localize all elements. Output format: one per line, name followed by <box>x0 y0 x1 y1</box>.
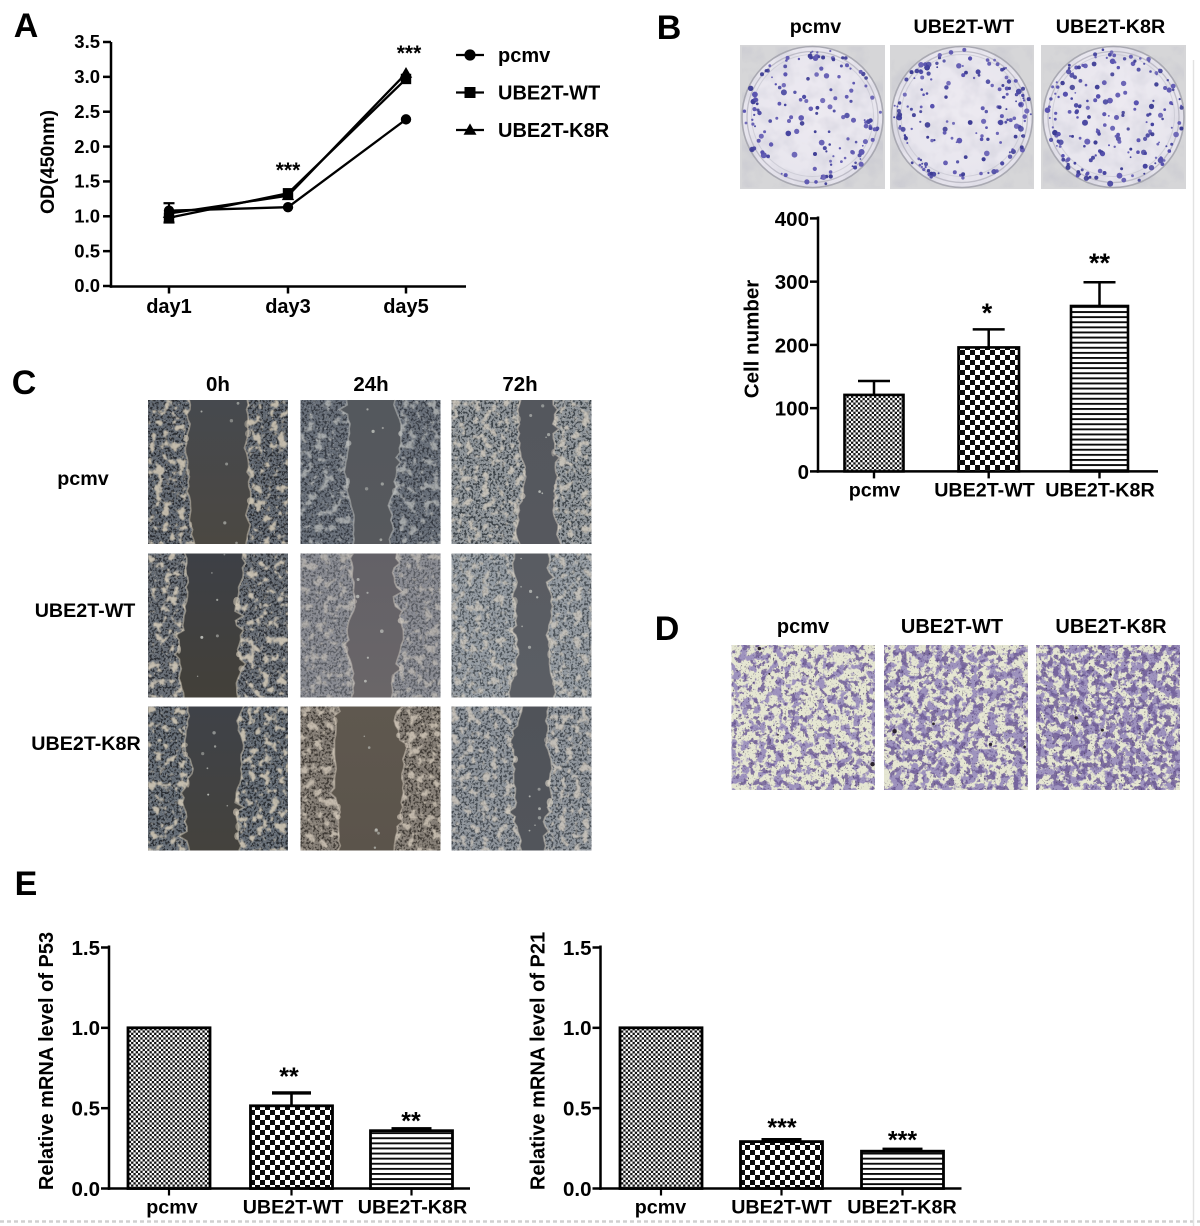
svg-text:400: 400 <box>775 208 809 231</box>
svg-text:100: 100 <box>775 398 809 421</box>
svg-text:0.0: 0.0 <box>72 1178 101 1201</box>
svg-text:UBE2T-WT: UBE2T-WT <box>901 616 1003 638</box>
svg-text:E: E <box>15 865 38 903</box>
svg-text:3.5: 3.5 <box>74 31 100 52</box>
svg-text:Relative mRNA level of P21: Relative mRNA level of P21 <box>528 932 550 1190</box>
svg-text:UBE2T-K8R: UBE2T-K8R <box>847 1197 956 1219</box>
svg-text:**: ** <box>279 1063 299 1091</box>
svg-text:**: ** <box>401 1108 421 1136</box>
svg-text:*: * <box>982 298 993 328</box>
svg-text:0: 0 <box>798 461 809 484</box>
svg-text:***: *** <box>276 159 301 182</box>
svg-text:UBE2T-WT: UBE2T-WT <box>35 600 136 622</box>
svg-text:day1: day1 <box>146 296 192 318</box>
svg-text:UBE2T-WT: UBE2T-WT <box>731 1197 832 1219</box>
svg-text:pcmv: pcmv <box>777 616 830 638</box>
svg-text:***: *** <box>767 1114 796 1142</box>
svg-text:D: D <box>655 610 680 648</box>
svg-text:UBE2T-K8R: UBE2T-K8R <box>1056 16 1165 38</box>
svg-text:C: C <box>12 364 37 402</box>
svg-text:***: *** <box>397 42 422 65</box>
svg-text:**: ** <box>1089 248 1111 278</box>
svg-text:day3: day3 <box>265 296 311 318</box>
svg-text:UBE2T-WT: UBE2T-WT <box>243 1197 344 1219</box>
svg-text:0.5: 0.5 <box>563 1098 592 1121</box>
svg-text:24h: 24h <box>353 373 388 396</box>
svg-text:0.5: 0.5 <box>74 240 100 261</box>
svg-text:***: *** <box>888 1127 917 1155</box>
svg-text:pcmv: pcmv <box>635 1197 686 1219</box>
svg-text:2.5: 2.5 <box>74 101 100 122</box>
svg-text:pcmv: pcmv <box>790 16 841 38</box>
svg-text:A: A <box>14 7 39 45</box>
svg-text:0h: 0h <box>206 373 230 396</box>
svg-text:UBE2T-K8R: UBE2T-K8R <box>1045 480 1154 502</box>
svg-text:Cell number: Cell number <box>741 280 764 398</box>
svg-text:pcmv: pcmv <box>849 480 900 502</box>
svg-text:0.0: 0.0 <box>563 1178 592 1201</box>
svg-text:72h: 72h <box>502 373 537 396</box>
svg-text:1.5: 1.5 <box>74 171 100 192</box>
svg-text:UBE2T-WT: UBE2T-WT <box>934 480 1035 502</box>
svg-text:1.0: 1.0 <box>563 1017 592 1040</box>
svg-text:0.5: 0.5 <box>72 1098 101 1121</box>
svg-text:2.0: 2.0 <box>74 136 100 157</box>
svg-text:B: B <box>657 9 682 47</box>
svg-text:OD(450nm): OD(450nm) <box>37 110 59 214</box>
svg-text:200: 200 <box>775 334 809 357</box>
svg-text:0.0: 0.0 <box>74 275 100 296</box>
svg-text:pcmv: pcmv <box>146 1197 197 1219</box>
svg-text:3.0: 3.0 <box>74 66 100 87</box>
svg-text:pcmv: pcmv <box>498 45 551 67</box>
svg-text:Relative mRNA level of P53: Relative mRNA level of P53 <box>36 932 58 1190</box>
svg-text:1.0: 1.0 <box>74 205 100 226</box>
svg-text:UBE2T-K8R: UBE2T-K8R <box>31 733 140 755</box>
svg-text:pcmv: pcmv <box>57 468 108 490</box>
svg-text:1.0: 1.0 <box>72 1017 101 1040</box>
svg-text:day5: day5 <box>383 296 429 318</box>
svg-text:UBE2T-WT: UBE2T-WT <box>913 16 1014 38</box>
svg-text:UBE2T-K8R: UBE2T-K8R <box>358 1197 467 1219</box>
svg-text:UBE2T-K8R: UBE2T-K8R <box>1055 616 1167 638</box>
svg-text:300: 300 <box>775 271 809 294</box>
svg-text:UBE2T-K8R: UBE2T-K8R <box>498 120 610 142</box>
svg-text:1.5: 1.5 <box>563 937 592 960</box>
svg-text:UBE2T-WT: UBE2T-WT <box>498 83 600 105</box>
svg-text:1.5: 1.5 <box>72 937 101 960</box>
